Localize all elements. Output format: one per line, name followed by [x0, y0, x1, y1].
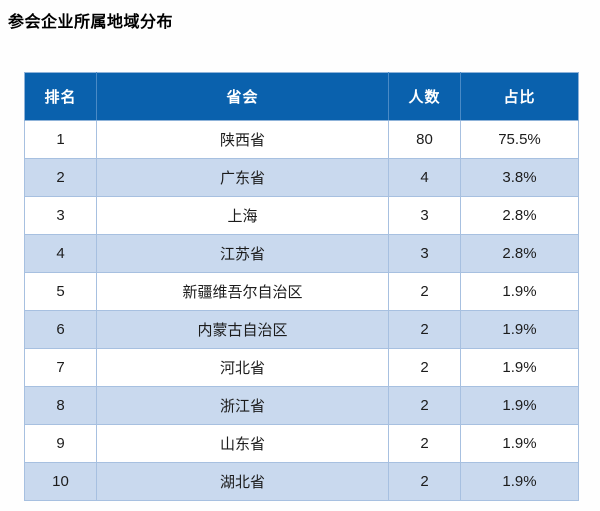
cell-share: 1.9%: [460, 272, 579, 311]
cell-count: 2: [388, 424, 461, 463]
cell-province: 湖北省: [96, 462, 389, 501]
cell-count: 80: [388, 120, 461, 159]
cell-share: 1.9%: [460, 310, 579, 349]
cell-count: 2: [388, 272, 461, 311]
cell-province: 江苏省: [96, 234, 389, 273]
cell-province: 陕西省: [96, 120, 389, 159]
cell-share: 1.9%: [460, 462, 579, 501]
cell-count: 2: [388, 310, 461, 349]
cell-province: 新疆维吾尔自治区: [96, 272, 389, 311]
cell-province: 上海: [96, 196, 389, 235]
cell-count: 4: [388, 158, 461, 197]
cell-rank: 10: [24, 462, 97, 501]
table-row: 7 河北省 2 1.9%: [24, 348, 579, 387]
table-header: 排名 省会 人数 占比: [24, 72, 579, 121]
cell-count: 3: [388, 234, 461, 273]
cell-share: 1.9%: [460, 386, 579, 425]
cell-rank: 6: [24, 310, 97, 349]
column-header-share: 占比: [460, 72, 579, 121]
table-row: 8 浙江省 2 1.9%: [24, 386, 579, 425]
cell-share: 2.8%: [460, 196, 579, 235]
table-header-row: 排名 省会 人数 占比: [24, 72, 579, 121]
table-body: 1 陕西省 80 75.5% 2 广东省 4 3.8% 3 上海 3 2.8% 4 江苏省 3 2.8% 5 新疆…: [24, 120, 579, 501]
cell-province: 广东省: [96, 158, 389, 197]
cell-count: 3: [388, 196, 461, 235]
table-row: 6 内蒙古自治区 2 1.9%: [24, 310, 579, 349]
cell-share: 3.8%: [460, 158, 579, 197]
table-row: 2 广东省 4 3.8%: [24, 158, 579, 197]
cell-province: 河北省: [96, 348, 389, 387]
cell-rank: 9: [24, 424, 97, 463]
cell-rank: 1: [24, 120, 97, 159]
cell-rank: 8: [24, 386, 97, 425]
cell-rank: 4: [24, 234, 97, 273]
cell-province: 浙江省: [96, 386, 389, 425]
page-title: 参会企业所属地域分布: [8, 14, 174, 31]
table-row: 4 江苏省 3 2.8%: [24, 234, 579, 273]
region-distribution-table: 排名 省会 人数 占比 1 陕西省 80 75.5% 2 广东省 4 3.8% 3 上海 3 2.8% 4 江苏…: [24, 72, 579, 501]
table-row: 9 山东省 2 1.9%: [24, 424, 579, 463]
table-row: 1 陕西省 80 75.5%: [24, 120, 579, 159]
table-row: 5 新疆维吾尔自治区 2 1.9%: [24, 272, 579, 311]
cell-share: 75.5%: [460, 120, 579, 159]
cell-rank: 5: [24, 272, 97, 311]
cell-count: 2: [388, 386, 461, 425]
cell-count: 2: [388, 462, 461, 501]
cell-share: 1.9%: [460, 424, 579, 463]
column-header-count: 人数: [388, 72, 461, 121]
cell-province: 山东省: [96, 424, 389, 463]
table-row: 10 湖北省 2 1.9%: [24, 462, 579, 501]
cell-province: 内蒙古自治区: [96, 310, 389, 349]
cell-rank: 3: [24, 196, 97, 235]
table-row: 3 上海 3 2.8%: [24, 196, 579, 235]
cell-rank: 2: [24, 158, 97, 197]
cell-share: 1.9%: [460, 348, 579, 387]
column-header-province: 省会: [96, 72, 389, 121]
cell-rank: 7: [24, 348, 97, 387]
cell-share: 2.8%: [460, 234, 579, 273]
cell-count: 2: [388, 348, 461, 387]
column-header-rank: 排名: [24, 72, 97, 121]
